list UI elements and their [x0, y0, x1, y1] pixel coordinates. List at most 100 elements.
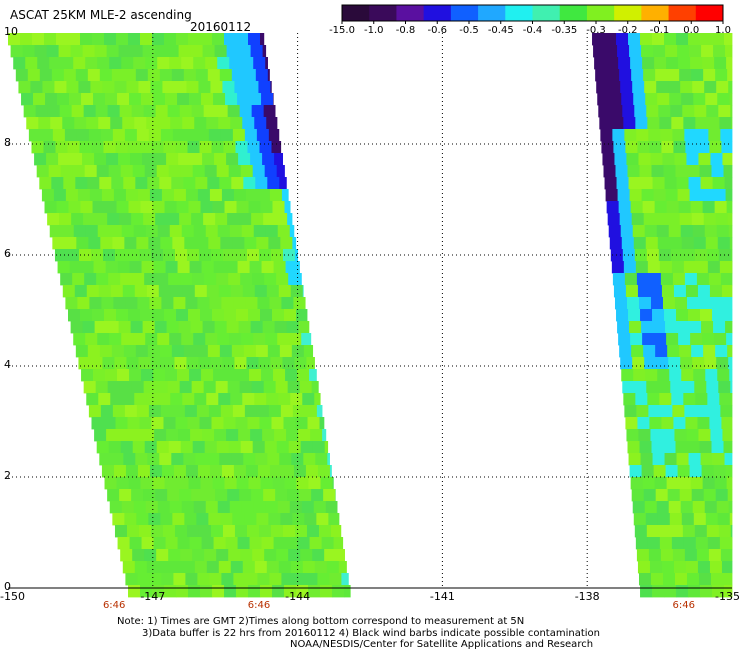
heatmap-cell — [636, 273, 650, 286]
heatmap-cell — [689, 465, 702, 478]
heatmap-cell — [187, 141, 200, 154]
heatmap-cell — [228, 165, 242, 178]
heatmap-cell — [622, 105, 635, 118]
heatmap-cell — [59, 105, 73, 118]
heatmap-cell — [85, 225, 99, 238]
heatmap-cell — [669, 93, 682, 106]
heatmap-cell — [256, 405, 270, 418]
note-line-3: NOAA/NESDIS/Center for Satellite Applica… — [290, 639, 594, 650]
heatmap-cell — [250, 45, 264, 58]
heatmap-cell — [690, 57, 703, 70]
heatmap-cell — [81, 93, 94, 106]
heatmap-cell — [710, 429, 723, 442]
heatmap-cell — [194, 561, 208, 574]
heatmap-cell — [196, 237, 209, 250]
heatmap-cell — [155, 381, 169, 394]
heatmap-cell — [654, 477, 668, 490]
heatmap-cell — [94, 153, 107, 166]
heatmap-cell — [712, 33, 725, 46]
heatmap-cell — [641, 465, 654, 478]
heatmap-cell — [33, 93, 46, 106]
heatmap-cell — [173, 465, 187, 478]
heatmap-cell — [663, 165, 676, 178]
heatmap-cell — [230, 117, 243, 130]
heatmap-cell — [718, 105, 731, 118]
heatmap-cell — [685, 417, 698, 430]
heatmap-cell — [143, 381, 157, 394]
heatmap-cell — [223, 417, 236, 430]
heatmap-cell — [107, 489, 120, 502]
heatmap-cell — [185, 573, 198, 586]
heatmap-cell — [90, 81, 103, 94]
heatmap-cell — [662, 153, 675, 166]
heatmap-cell — [647, 393, 660, 406]
heatmap-cell — [86, 285, 100, 298]
heatmap-cell — [622, 381, 635, 394]
heatmap-cell — [155, 105, 169, 118]
heatmap-cell — [296, 309, 308, 322]
colorbar-segment — [396, 5, 425, 21]
heatmap-cell — [674, 429, 687, 442]
heatmap-cell — [291, 453, 304, 466]
heatmap-cell — [171, 345, 185, 358]
heatmap-cell — [646, 105, 659, 118]
heatmap-cell — [628, 33, 641, 46]
heatmap-cell — [137, 297, 150, 310]
heatmap-cell — [222, 249, 236, 262]
heatmap-cell — [690, 333, 703, 346]
heatmap-cell — [194, 393, 207, 406]
heatmap-cell — [695, 117, 708, 130]
heatmap-cell — [190, 153, 203, 166]
heatmap-cell — [128, 201, 141, 214]
heatmap-cell — [170, 117, 183, 130]
heatmap-cell — [87, 69, 101, 82]
heatmap-cell — [150, 249, 164, 262]
heatmap-cell — [677, 465, 690, 478]
heatmap-cell — [612, 273, 626, 286]
heatmap-cell — [39, 177, 52, 190]
heatmap-cell — [206, 393, 219, 406]
heatmap-cell — [684, 405, 697, 418]
heatmap-cell — [225, 369, 238, 382]
heatmap-cell — [162, 249, 176, 262]
heatmap-cell — [30, 81, 43, 94]
heatmap-cell — [244, 129, 258, 142]
heatmap-cell — [72, 165, 86, 178]
heatmap-cell — [269, 297, 282, 310]
heatmap-cell — [70, 321, 84, 334]
heatmap-cell — [599, 117, 612, 130]
heatmap-cell — [319, 417, 325, 430]
heatmap-cell — [137, 573, 150, 586]
heatmap-cell — [283, 417, 296, 430]
heatmap-cell — [84, 273, 97, 286]
heatmap-cell — [197, 189, 211, 202]
heatmap-cell — [94, 429, 107, 442]
colorbar-segment — [505, 5, 533, 21]
heatmap-cell — [139, 141, 152, 154]
heatmap-cell — [680, 501, 694, 514]
heatmap-cell — [637, 141, 650, 154]
heatmap-cell — [251, 213, 264, 226]
heatmap-cell — [703, 69, 716, 82]
y-tick-label: 8 — [4, 136, 11, 149]
heatmap-cell — [260, 33, 265, 46]
heatmap-cell — [252, 165, 266, 178]
heatmap-cell — [623, 393, 636, 406]
heatmap-cell — [223, 141, 236, 154]
heatmap-cell — [34, 153, 47, 166]
heatmap-cell — [254, 117, 267, 130]
heatmap-cell — [167, 213, 180, 226]
heatmap-cell — [237, 261, 250, 274]
heatmap-cell — [250, 429, 263, 442]
heatmap-cell — [638, 429, 651, 442]
x-tick-label: -141 — [429, 590, 455, 603]
heatmap-cell — [31, 141, 44, 154]
heatmap-cell — [693, 369, 706, 382]
heatmap-cell — [213, 93, 226, 106]
heatmap-cell — [272, 309, 285, 322]
heatmap-cell — [301, 333, 312, 346]
heatmap-cell — [671, 261, 685, 274]
heatmap-cell — [176, 585, 189, 598]
heatmap-cell — [135, 69, 149, 82]
heatmap-cell — [83, 213, 96, 226]
